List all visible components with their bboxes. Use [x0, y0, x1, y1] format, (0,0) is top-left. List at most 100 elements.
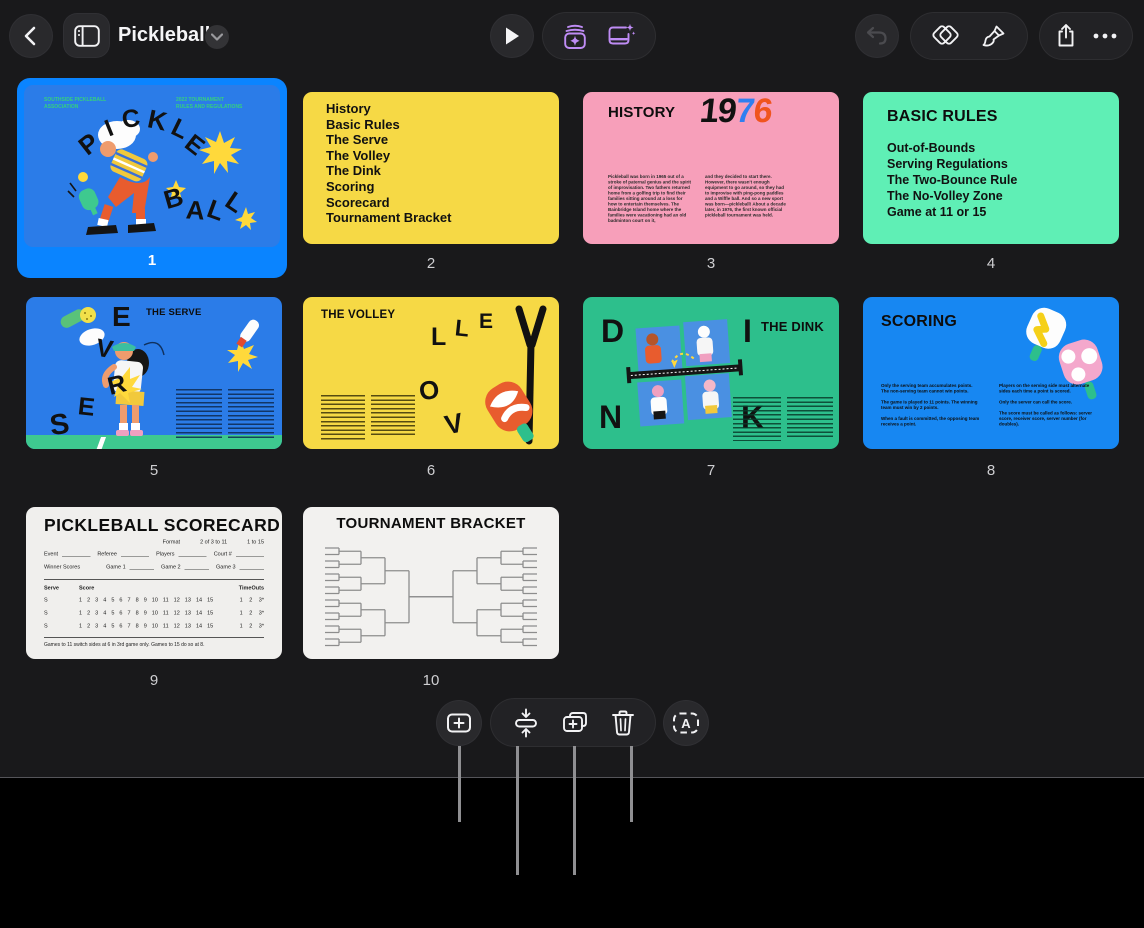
slide-navigator-button[interactable] [64, 14, 109, 57]
transitions-button[interactable] [931, 23, 961, 49]
share-icon [1058, 24, 1074, 47]
ellipsis-icon [1093, 33, 1117, 39]
callout-line-skip-slide [516, 746, 519, 875]
volley-letter: L [431, 323, 447, 351]
year-1976: 1976 [698, 92, 774, 130]
duplicate-slide-icon [563, 711, 587, 732]
slide-number: 9 [149, 672, 159, 689]
slide-heading: SCORING [881, 313, 958, 330]
slide-card-3[interactable]: HISTORY 1976 Pickleball was born in 1965… [583, 92, 839, 244]
title-letter: C [120, 103, 142, 135]
serve-letter: S [47, 407, 72, 443]
paddles-illustration [1026, 307, 1103, 400]
dink-letter: D [601, 313, 625, 349]
bracket-diagram [325, 547, 538, 647]
agenda-list: History Basic Rules The Serve The Volley… [326, 101, 452, 226]
callout-line-add-slide [458, 746, 461, 822]
delete-slide-button[interactable] [611, 709, 635, 737]
body-text: Only the serving team accumulates points… [881, 383, 1093, 427]
slide-number: 7 [706, 462, 716, 479]
serve-letter: E [112, 301, 131, 332]
edit-tools-pill [911, 13, 1027, 59]
slide-number: 3 [706, 255, 716, 272]
callout-line-delete [630, 746, 633, 822]
undo-icon [866, 26, 887, 45]
slide-card-6[interactable]: THE VOLLEY L L E O V [303, 297, 559, 449]
duplicate-slide-button[interactable] [560, 709, 590, 737]
callout-line-duplicate [573, 746, 576, 875]
slide-number: 8 [986, 462, 996, 479]
play-icon [506, 27, 519, 45]
skip-slide-button[interactable] [512, 708, 540, 738]
slide-number: 4 [986, 255, 996, 272]
body-text-lines [787, 397, 833, 437]
body-text-lines [176, 389, 222, 439]
slide-card-5[interactable]: E V R E S THE SERVE [26, 297, 282, 449]
slide-card-8[interactable]: SCORING Only the serving team accumulate… [863, 297, 1119, 449]
chevron-down-icon [211, 33, 223, 41]
slide-thumbnail[interactable]: SOUTHSIDE PICKLEBALL ASSOCIATION 2022 TO… [24, 85, 280, 247]
dink-letter: I [743, 313, 752, 349]
title-letter: A [184, 194, 206, 226]
volley-illustration [485, 305, 547, 445]
ai-new-slide-button[interactable] [606, 23, 636, 49]
more-button[interactable] [1093, 33, 1117, 39]
back-button[interactable] [10, 15, 52, 57]
skip-slide-icon [514, 708, 537, 737]
slide-heading: BASIC RULES [887, 108, 998, 125]
overlapping-diamonds-icon [932, 25, 959, 45]
slide-navigator-icon [73, 24, 100, 47]
rules-list: Out-of-Bounds Serving Regulations The Tw… [887, 141, 1018, 219]
trash-icon [611, 710, 634, 735]
scorecard-body: Format 2 of 3 to 11 1 to 15 Event Referee … [44, 539, 264, 648]
body-text: Pickleball was born in 1965 out of a str… [608, 174, 786, 223]
slide-heading: PICKLEBALL SCORECARD [44, 515, 281, 535]
magic-slide-stack-icon [563, 24, 586, 49]
document-title-menu-button[interactable] [205, 25, 229, 49]
slide-heading: THE VOLLEY [321, 309, 396, 321]
slide-card-4[interactable]: BASIC RULES Out-of-Bounds Serving Regula… [863, 92, 1119, 244]
slide-heading: THE SERVE [146, 307, 202, 318]
screenshot-bottom-edge [0, 777, 1144, 778]
slide-card-2[interactable]: History Basic Rules The Serve The Volley… [303, 92, 559, 244]
slide-number: 5 [149, 462, 159, 479]
slide-heading: THE DINK [761, 319, 824, 334]
org-name-text: SOUTHSIDE PICKLEBALL ASSOCIATION [44, 97, 107, 110]
add-slide-icon [447, 713, 471, 733]
format-button[interactable] [981, 23, 1007, 49]
slide-heading: HISTORY [608, 104, 676, 121]
body-text-lines [321, 395, 365, 441]
chevron-left-icon [24, 26, 36, 46]
play-button[interactable] [491, 15, 533, 57]
slide-card-1-selected[interactable]: SOUTHSIDE PICKLEBALL ASSOCIATION 2022 TO… [17, 78, 287, 278]
share-more-pill [1040, 13, 1132, 59]
slide-card-7[interactable]: D I N K THE DINK [583, 297, 839, 449]
body-text-lines [371, 395, 415, 435]
title-slide-illustration [67, 120, 257, 235]
event-name-text: 2022 TOURNAMENT RULES AND REGULATIONS [176, 97, 243, 110]
serve-letter: E [76, 392, 97, 422]
share-button[interactable] [1055, 23, 1077, 49]
slide-number: 1 [147, 252, 157, 269]
slide-card-10[interactable]: TOURNAMENT BRACKET [303, 507, 559, 659]
body-text-lines [733, 397, 781, 441]
magic-new-slide-icon [608, 23, 636, 45]
paintbrush-icon [982, 25, 1005, 47]
text-box-a-icon: A [673, 712, 699, 734]
slide-number: 10 [422, 672, 440, 689]
slide-number: 6 [426, 462, 436, 479]
slide-actions-pill [491, 699, 655, 746]
slide-card-9[interactable]: PICKLEBALL SCORECARD Format 2 of 3 to 11 1… [26, 507, 282, 659]
dink-illustration [626, 319, 744, 427]
body-text-lines [228, 389, 274, 439]
slide-heading: TOURNAMENT BRACKET [336, 515, 526, 532]
ai-tools-pill [543, 13, 655, 59]
undo-button[interactable] [856, 15, 898, 57]
add-slide-button[interactable] [437, 701, 481, 745]
text-box-button[interactable]: A [664, 701, 708, 745]
volley-letter: E [479, 310, 494, 333]
document-title[interactable]: Pickleball [118, 24, 211, 46]
ai-slide-stack-button[interactable] [562, 22, 588, 50]
svg-text:A: A [681, 716, 691, 731]
